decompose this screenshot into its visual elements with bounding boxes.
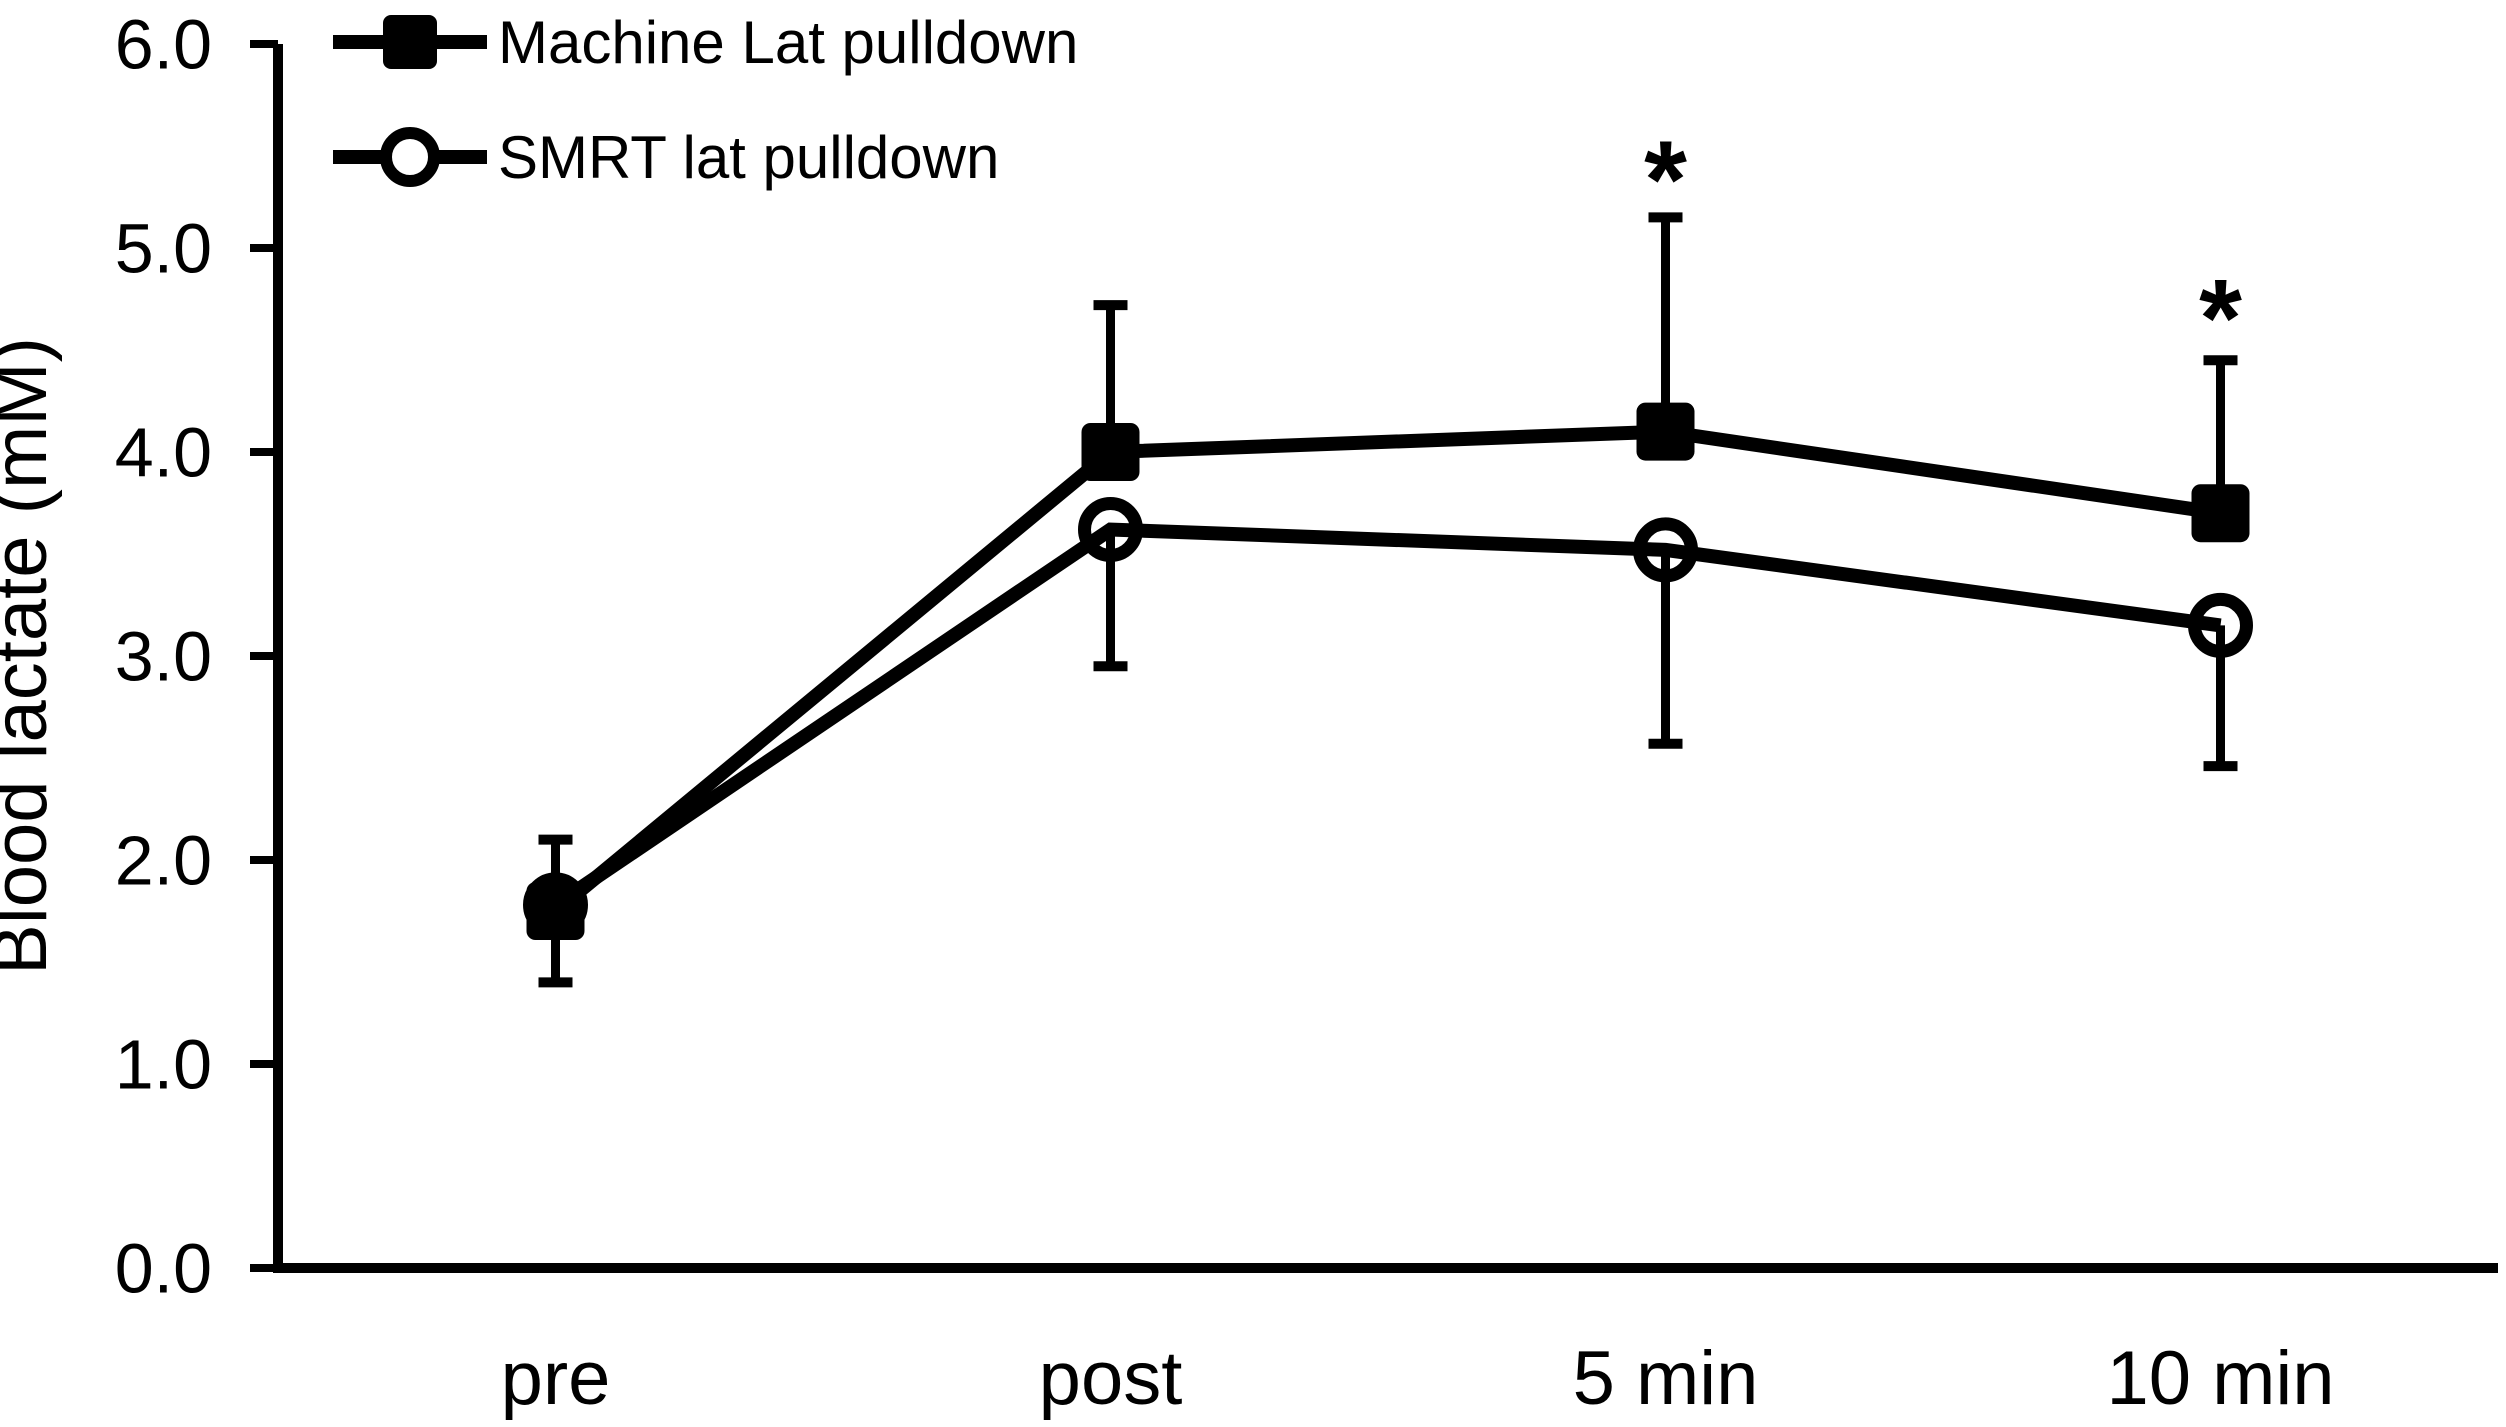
y-axis-tick-label: 0.0	[115, 1230, 212, 1308]
x-axis-label: 5 min	[1573, 1336, 1759, 1421]
marker-filled-square	[1081, 423, 1140, 481]
marker-filled-square	[2191, 484, 2250, 543]
marker-open-circle	[1633, 517, 1698, 583]
legend-label: Machine Lat pulldown	[498, 9, 1078, 76]
axes	[273, 44, 2498, 1273]
y-axis-tick-label: 6.0	[115, 6, 212, 84]
legend-marker-filled-square-icon	[383, 15, 437, 69]
x-axis-label: pre	[501, 1336, 611, 1421]
legend-label: SMRT lat pulldown	[498, 124, 999, 191]
marker-filled-square	[526, 882, 585, 940]
y-axis-tick-label: 2.0	[115, 822, 212, 900]
series-line-smrt-lat-pulldown	[551, 522, 2222, 911]
marker-filled-square	[1636, 402, 1695, 461]
y-axis-tick-label: 3.0	[115, 618, 212, 696]
y-axis-tick-label: 5.0	[115, 210, 212, 288]
series-line-machine-lat-pulldown	[551, 424, 2222, 917]
x-axis-label: 10 min	[2106, 1336, 2334, 1421]
marker-open-circle	[2188, 592, 2253, 658]
marker-open-circle	[1078, 497, 1143, 563]
legend-marker-open-circle-icon	[380, 127, 440, 187]
y-axis-tick-label: 4.0	[115, 414, 212, 492]
x-axis-label: post	[1039, 1336, 1183, 1421]
significance-asterisk: *	[2199, 257, 2242, 380]
y-axis-title: Blood lactate (mM)	[0, 337, 63, 975]
y-axis-tick-label: 1.0	[115, 1026, 212, 1104]
significance-asterisk: *	[1644, 118, 1687, 241]
